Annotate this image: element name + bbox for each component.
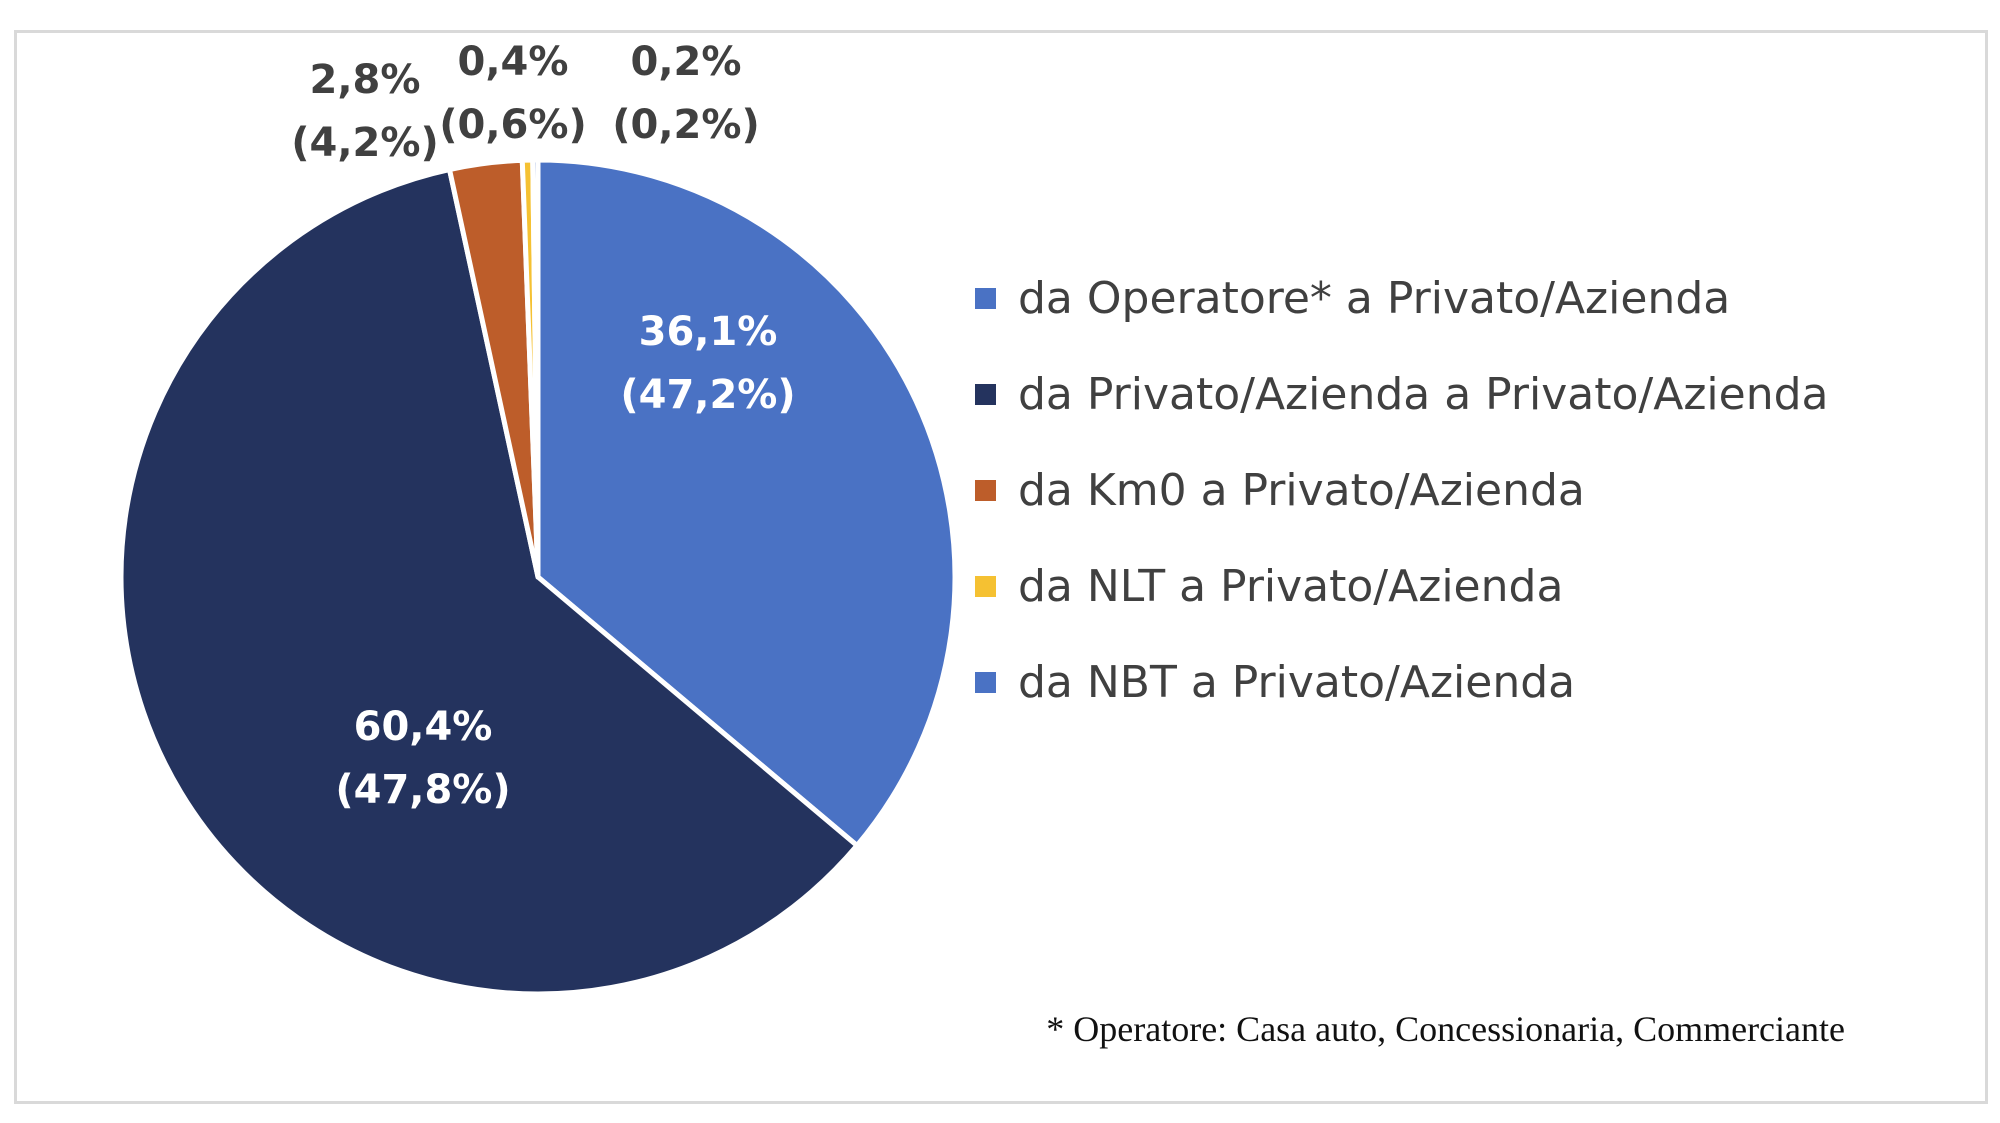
slice-value-label: 36,1% [639, 309, 778, 355]
legend-swatch [975, 575, 996, 597]
slice-value-label: 0,4% [458, 39, 569, 85]
legend-label: da Km0 a Privato/Azienda [1018, 464, 1585, 516]
legend-item-da-privato-azienda-a-privato-azienda: da Privato/Azienda a Privato/Azienda [975, 346, 1915, 442]
footnote: * Operatore: Casa auto, Concessionaria, … [1046, 1009, 1845, 1049]
legend-swatch [975, 479, 996, 501]
slice-secondary-label: (4,2%) [291, 120, 439, 166]
legend-item-da-km0-a-privato-azienda: da Km0 a Privato/Azienda [975, 442, 1915, 538]
pie-slice-da-privato-azienda-a-privato-azienda [118, 166, 860, 997]
pie-slice-da-nbt-a-privato-azienda [530, 157, 541, 580]
legend-label: da Privato/Azienda a Privato/Azienda [1018, 368, 1829, 420]
legend-swatch [975, 383, 996, 405]
legend-label: da NBT a Privato/Azienda [1018, 656, 1576, 708]
slice-value-label: 0,2% [631, 39, 742, 85]
legend-swatch [975, 287, 996, 309]
legend-label: da NLT a Privato/Azienda [1018, 560, 1564, 612]
slice-secondary-label: (47,2%) [620, 372, 795, 418]
slice-secondary-label: (0,6%) [439, 102, 587, 148]
legend-item-da-nbt-a-privato-azienda: da NBT a Privato/Azienda [975, 634, 1915, 730]
slice-value-label: 2,8% [310, 57, 421, 103]
pie-slices [118, 157, 958, 997]
legend: da Operatore* a Privato/Azienda da Privat… [975, 250, 1915, 730]
legend-item-da-operatore-a-privato-azienda: da Operatore* a Privato/Azienda [975, 250, 1915, 346]
slice-value-label: 60,4% [354, 704, 493, 750]
slice-secondary-label: (0,2%) [612, 102, 760, 148]
slice-secondary-label: (47,8%) [335, 767, 510, 813]
pie-data-labels: 36,1% (47,2%) 60,4% (47,8%) 2,8% (4,2%) 0,4% (0… [291, 39, 795, 813]
legend-swatch [975, 671, 996, 693]
legend-label: da Operatore* a Privato/Azienda [1018, 272, 1731, 324]
pie-slice-da-operatore-a-privato-azienda [535, 157, 958, 849]
legend-item-da-nlt-a-privato-azienda: da NLT a Privato/Azienda [975, 538, 1915, 634]
